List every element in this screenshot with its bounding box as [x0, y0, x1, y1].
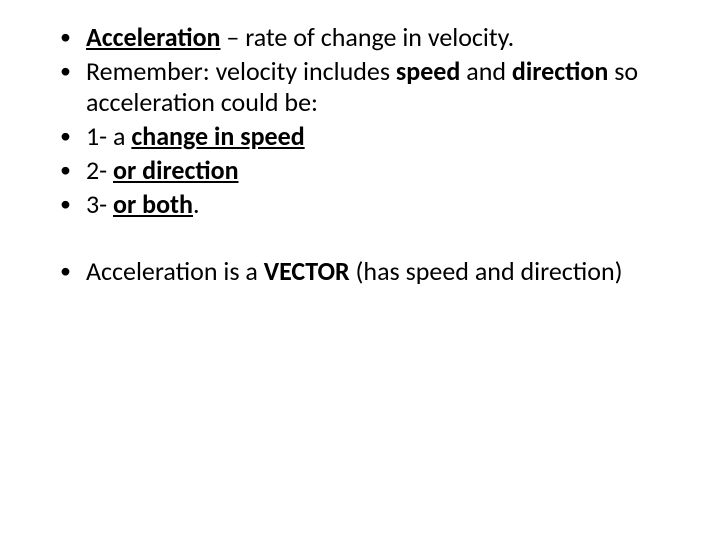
text-segment: .: [193, 188, 200, 220]
bullet-item: Acceleration is a VECTOR (has speed and …: [58, 256, 680, 288]
bullet-item: 3- or both.: [58, 189, 680, 221]
text-segment: or both: [113, 188, 193, 220]
text-segment: direction: [512, 55, 608, 87]
text-segment: Acceleration: [86, 21, 221, 53]
text-segment: and: [460, 55, 512, 87]
bullet-item: 2- or direction: [58, 155, 680, 187]
text-segment: (has speed and direction): [350, 255, 623, 287]
bullet-item: Remember: velocity includes speed and di…: [58, 56, 680, 119]
paragraph-gap: [58, 222, 680, 256]
bullet-list-1: Acceleration – rate of change in velocit…: [58, 22, 680, 220]
text-segment: 1- a: [86, 120, 131, 152]
text-segment: – rate of change in velocity.: [221, 21, 515, 53]
text-segment: speed: [396, 55, 460, 87]
text-segment: Remember: velocity includes: [86, 55, 396, 87]
text-segment: VECTOR: [264, 255, 350, 287]
text-segment: change in speed: [131, 120, 304, 152]
text-segment: 3-: [86, 188, 113, 220]
text-segment: 2-: [86, 154, 113, 186]
text-segment: or direction: [113, 154, 239, 186]
slide-body: Acceleration – rate of change in velocit…: [0, 0, 720, 540]
bullet-item: Acceleration – rate of change in velocit…: [58, 22, 680, 54]
text-segment: Acceleration is a: [86, 255, 264, 287]
bullet-list-2: Acceleration is a VECTOR (has speed and …: [58, 256, 680, 288]
bullet-item: 1- a change in speed: [58, 121, 680, 153]
